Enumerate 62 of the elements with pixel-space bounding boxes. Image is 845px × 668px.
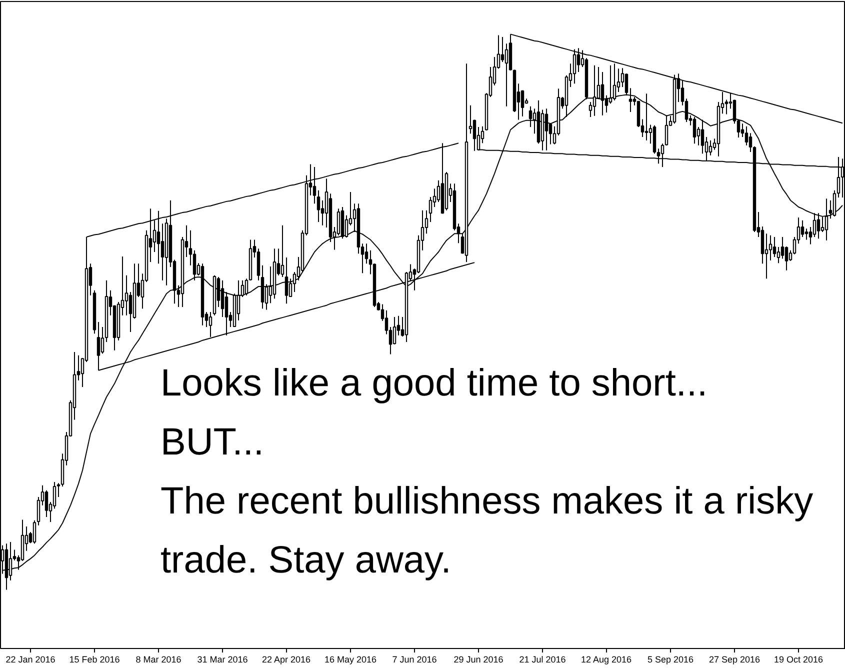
x-tick-label: 22 Apr 2016 — [262, 654, 311, 664]
x-tick-label: 22 Jan 2016 — [6, 654, 56, 664]
candlestick — [364, 243, 368, 264]
candlestick — [800, 220, 804, 238]
candlestick — [220, 280, 224, 318]
candlestick — [820, 216, 824, 232]
candlestick — [812, 212, 816, 238]
candlestick — [784, 246, 788, 271]
candlestick — [760, 226, 764, 264]
candlestick — [708, 140, 712, 156]
x-tick-label: 15 Feb 2016 — [69, 654, 120, 664]
candlestick — [764, 233, 768, 280]
candlestick — [192, 250, 196, 281]
candlestick — [472, 119, 476, 152]
candlestick — [336, 208, 340, 236]
annotation: BUT... — [160, 422, 264, 464]
candlestick — [284, 257, 288, 304]
candlestick — [776, 246, 780, 264]
candlestick — [520, 90, 524, 117]
candlestick — [692, 116, 696, 144]
candlestick — [344, 214, 348, 238]
candlestick — [52, 482, 56, 510]
annotation: Looks like a good time to short... — [160, 362, 708, 404]
candlestick — [572, 48, 576, 84]
candlestick — [160, 223, 164, 281]
candlestick — [780, 236, 784, 260]
candlestick — [504, 43, 508, 107]
candlestick — [768, 234, 772, 261]
x-tick-label: 19 Oct 2016 — [774, 654, 824, 664]
candlestick — [544, 108, 548, 151]
candlestick — [268, 266, 272, 304]
x-tick-label: 5 Sep 2016 — [647, 654, 694, 664]
candlestick — [744, 126, 748, 146]
candlestick — [816, 212, 820, 240]
candlestick — [224, 292, 228, 336]
candlestick — [208, 312, 212, 338]
candlestick — [528, 106, 532, 128]
candlestick — [256, 248, 260, 281]
candlestick — [428, 196, 432, 222]
x-tick-label: 12 Aug 2016 — [580, 654, 632, 664]
candlestick — [280, 224, 284, 278]
x-tick-label: 27 Sep 2016 — [708, 654, 760, 664]
candlestick — [772, 236, 776, 258]
candlestick — [44, 490, 48, 518]
candlestick — [32, 520, 36, 544]
x-tick-label: 16 May 2016 — [324, 654, 377, 664]
candlestick — [392, 316, 396, 345]
candlestick — [576, 48, 580, 72]
candlestick — [724, 99, 728, 115]
annotation: The recent bullishness makes it a risky — [160, 480, 814, 522]
x-tick-label: 8 Mar 2016 — [136, 654, 182, 664]
candlestick — [700, 119, 704, 154]
candlestick — [312, 166, 316, 204]
x-tick-label: 29 Jun 2016 — [454, 654, 504, 664]
candlestick — [824, 198, 828, 241]
annotation: trade. Stay away. — [160, 540, 452, 582]
candlestick — [316, 190, 320, 222]
x-tick-label: 7 Jun 2016 — [392, 654, 437, 664]
x-tick-label: 21 Jul 2016 — [519, 654, 566, 664]
candlestick — [804, 228, 808, 240]
candlestick — [124, 274, 128, 316]
x-tick-label: 31 Mar 2016 — [197, 654, 248, 664]
